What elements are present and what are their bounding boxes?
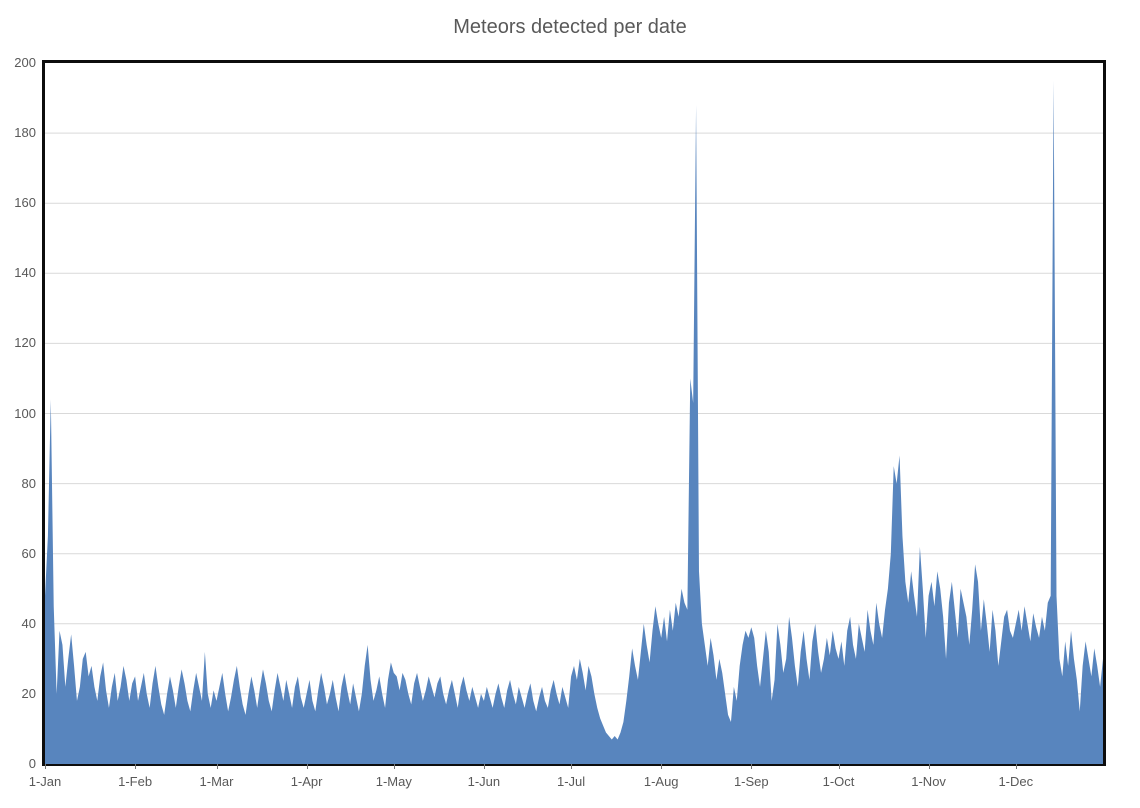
month-tick [483,764,485,769]
area-chart-canvas [45,80,1103,764]
month-tick [661,764,663,769]
y-axis-label: 60 [21,545,36,561]
x-axis-label: 1-Aug [643,774,679,789]
month-tick [306,764,308,769]
month-tick [135,764,137,769]
month-tick [45,764,46,769]
y-axis-label: 0 [28,756,36,771]
y-axis-label: 200 [14,55,36,70]
y-axis-label: 140 [14,265,36,281]
x-axis-label: 1-Feb [118,774,153,789]
x-axis-label: 1-Jan [28,774,62,789]
month-tick [928,764,930,769]
month-tick [1015,764,1017,769]
x-axis-label: 1-Sep [733,774,769,789]
x-axis-label: 1-May [375,774,412,789]
chart-title: Meteors detected per date [453,16,687,38]
x-axis-label: 1-Apr [290,774,323,789]
y-axis-label: 120 [14,335,36,351]
x-axis-label: 1-Nov [911,774,946,789]
month-tick [216,764,218,769]
month-tick [838,764,840,769]
y-axis-label: 20 [21,685,36,701]
x-axis-label: 1-Jul [557,774,586,789]
area-series [45,80,1103,764]
y-axis-label: 40 [21,615,36,631]
x-axis-label: 1-Jun [467,774,501,789]
x-axis-label: 1-Dec [998,774,1034,789]
y-axis-label: 180 [14,125,36,141]
x-axis-label: 1-Mar [199,774,234,789]
x-axis-label: 1-Oct [822,774,855,789]
month-tick [393,764,395,769]
month-tick [751,764,753,769]
month-tick [571,764,573,769]
y-axis-label: 100 [14,405,36,421]
y-axis-label: 160 [14,195,36,211]
plot-area [42,60,1106,766]
y-axis-label: 80 [21,475,36,491]
